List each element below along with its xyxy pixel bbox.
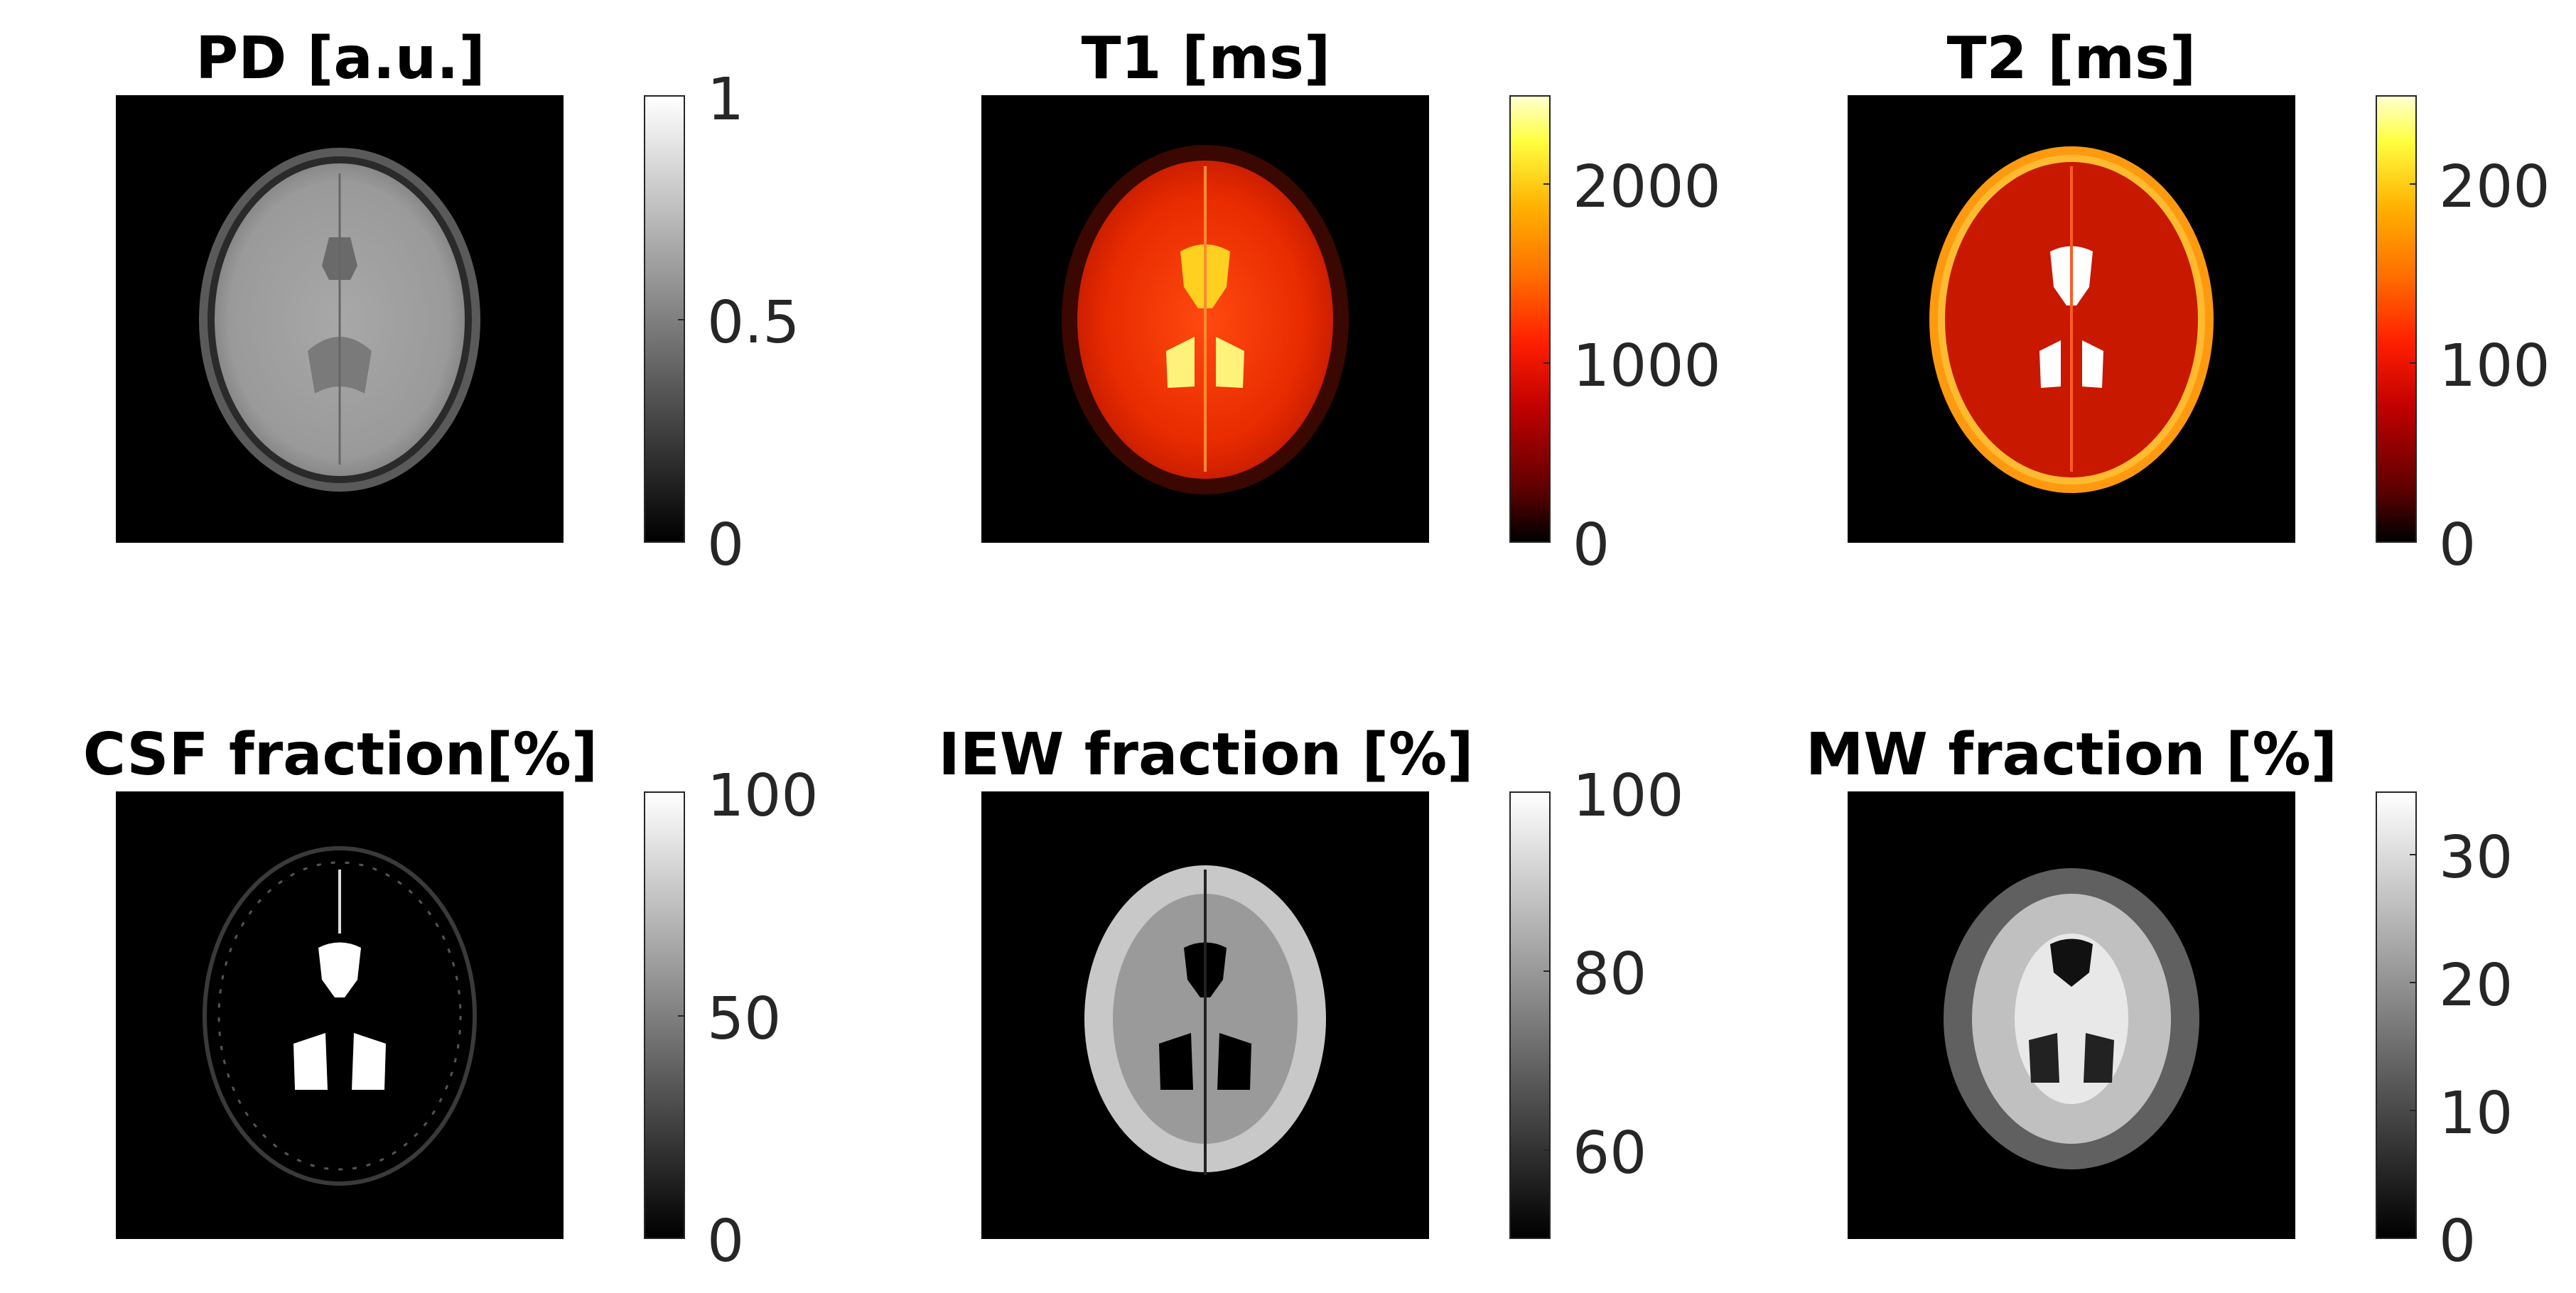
csf-map-image [116, 791, 564, 1239]
iew-tick-mark-1 [1543, 791, 1551, 793]
iew-tick-mark-3 [1543, 1149, 1551, 1151]
mw-tick-label-3: 10 [2439, 1080, 2513, 1147]
mw-tick-label-2: 20 [2439, 952, 2513, 1019]
t2-colorbar [2376, 95, 2417, 543]
panel-title-mw: MW fraction [%] [1805, 721, 2338, 789]
t1-tick-mark-1 [1543, 183, 1551, 185]
pd-tick-label-3: 0 [707, 512, 745, 579]
panel-title-t2: T2 [ms] [1946, 25, 2197, 92]
mw-map-image [1848, 791, 2295, 1239]
mw-tick-mark-4 [2410, 1238, 2417, 1239]
t2-tick-mark-2 [2410, 362, 2417, 364]
csf-tick-mark-2 [678, 1015, 685, 1017]
iew-colorbar [1509, 791, 1551, 1239]
csf-tick-label-1: 100 [707, 762, 819, 830]
mw-tick-label-4: 0 [2439, 1208, 2477, 1275]
t1-tick-mark-2 [1543, 362, 1551, 364]
t2-map-image [1848, 95, 2295, 543]
csf-tick-mark-3 [678, 1238, 685, 1239]
iew-tick-label-2: 80 [1573, 941, 1647, 1008]
iew-tick-label-1: 100 [1573, 762, 1684, 830]
iew-tick-label-3: 60 [1573, 1120, 1647, 1187]
pd-tick-mark-2 [678, 319, 685, 320]
t2-tick-label-3: 0 [2439, 512, 2477, 579]
t1-tick-label-3: 0 [1573, 512, 1610, 579]
mw-tick-mark-3 [2410, 1110, 2417, 1111]
t1-tick-mark-3 [1543, 541, 1551, 543]
t2-tick-label-2: 100 [2439, 332, 2550, 400]
pd-tick-label-2: 0.5 [707, 289, 800, 357]
pd-tick-mark-3 [678, 541, 685, 543]
t2-tick-mark-3 [2410, 541, 2417, 543]
t1-tick-label-2: 1000 [1573, 332, 1721, 400]
pd-tick-mark-1 [678, 95, 685, 97]
csf-tick-label-3: 0 [707, 1208, 745, 1275]
t1-tick-label-1: 2000 [1573, 153, 1721, 221]
t2-tick-label-1: 200 [2439, 153, 2550, 221]
pd-tick-label-1: 1 [707, 66, 745, 134]
mw-tick-mark-1 [2410, 854, 2417, 855]
t1-map-image [981, 95, 1429, 543]
mw-tick-mark-2 [2410, 982, 2417, 983]
pd-map-image [116, 95, 564, 543]
csf-tick-mark-1 [678, 791, 685, 793]
mw-colorbar [2376, 791, 2417, 1239]
panel-title-csf: CSF fraction[%] [82, 721, 598, 789]
csf-tick-label-2: 50 [707, 985, 782, 1053]
panel-title-iew: IEW fraction [%] [938, 721, 1474, 789]
iew-map-image [981, 791, 1429, 1239]
iew-tick-mark-2 [1543, 970, 1551, 972]
t1-colorbar [1509, 95, 1551, 543]
t2-tick-mark-1 [2410, 183, 2417, 185]
panel-title-pd: PD [a.u.] [195, 25, 485, 92]
panel-title-t1: T1 [ms] [1081, 25, 1331, 92]
mw-tick-label-1: 30 [2439, 824, 2513, 892]
